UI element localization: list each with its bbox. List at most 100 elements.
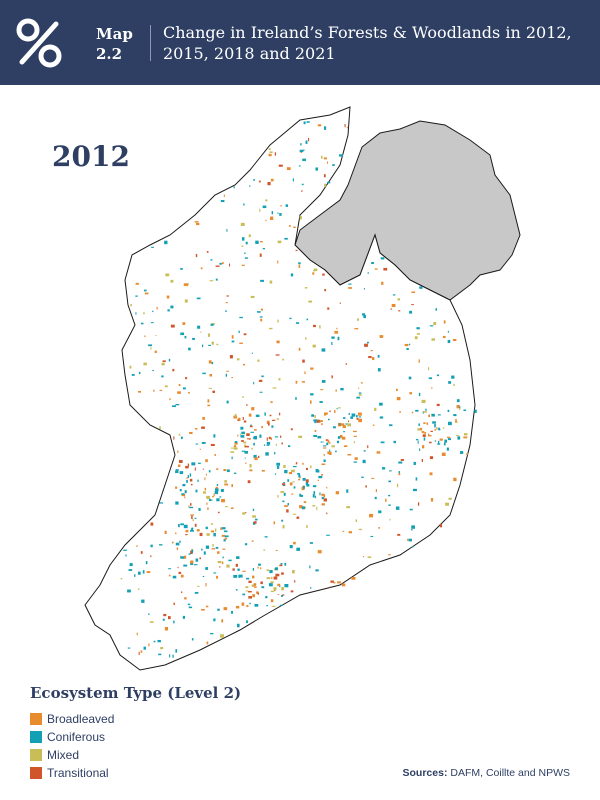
sources-label: Sources: <box>402 767 448 779</box>
legend-item-broadleaved: Broadleaved <box>30 710 114 728</box>
forest-patch <box>127 589 131 593</box>
forest-patch <box>442 427 445 429</box>
forest-patch <box>298 262 301 265</box>
forest-patch <box>213 572 217 574</box>
forest-patch <box>251 407 255 411</box>
forest-patch <box>254 603 259 607</box>
forest-patch <box>371 261 374 264</box>
forest-patch <box>375 489 377 493</box>
forest-patch <box>210 259 213 261</box>
forest-patch <box>194 428 198 430</box>
forest-patch <box>215 546 219 549</box>
forest-patch <box>143 362 147 366</box>
forest-patch <box>358 394 362 396</box>
forest-patch <box>320 389 324 391</box>
forest-patch <box>252 508 255 512</box>
forest-patch <box>453 383 455 386</box>
forest-patch <box>323 498 327 502</box>
forest-patch <box>433 322 437 326</box>
forest-patch <box>181 493 186 497</box>
forest-patch <box>343 431 346 433</box>
forest-patch <box>242 593 246 596</box>
forest-patch <box>315 468 319 473</box>
forest-patch <box>194 221 199 223</box>
forest-patch <box>415 439 419 441</box>
forest-patch <box>205 582 207 587</box>
forest-patch <box>182 387 186 390</box>
forest-patch <box>215 486 219 489</box>
forest-patch <box>216 484 219 486</box>
forest-patch <box>273 521 276 525</box>
forest-patch <box>293 226 296 228</box>
forest-patch <box>336 440 340 444</box>
forest-patch <box>205 459 208 463</box>
forest-patch <box>248 596 253 599</box>
forest-patch <box>436 427 438 430</box>
forest-patch <box>278 378 281 381</box>
forest-patch <box>396 483 399 488</box>
forest-patch <box>400 458 404 461</box>
forest-patch <box>434 428 436 431</box>
forest-patch <box>329 441 331 444</box>
forest-patch <box>261 586 265 589</box>
forest-patch <box>169 654 171 658</box>
forest-patch <box>215 488 219 492</box>
forest-patch <box>207 399 210 403</box>
forest-patch <box>381 467 386 470</box>
forest-patch <box>291 469 295 473</box>
forest-patch <box>163 613 167 617</box>
forest-patch <box>270 401 273 403</box>
forest-patch <box>324 412 328 415</box>
forest-patch <box>241 237 245 241</box>
forest-patch <box>447 339 451 344</box>
forest-patch <box>335 491 340 495</box>
forest-patch <box>223 530 228 533</box>
forest-patch <box>205 473 207 476</box>
forest-patch <box>355 519 358 522</box>
forest-patch <box>164 530 167 534</box>
forest-patch <box>210 323 214 326</box>
forest-patch <box>224 537 227 540</box>
forest-patch <box>258 455 260 459</box>
forest-patch <box>280 435 282 438</box>
forest-patch <box>321 503 325 506</box>
forest-patch <box>328 418 330 421</box>
forest-patch <box>296 547 301 551</box>
forest-patch <box>310 367 314 370</box>
forest-patch <box>129 563 133 567</box>
forest-patch <box>326 442 329 446</box>
forest-patch <box>233 186 235 189</box>
forest-patch <box>420 427 423 431</box>
forest-patch <box>282 484 286 487</box>
forest-patch <box>182 483 186 487</box>
forest-patch <box>337 336 340 341</box>
forest-patch <box>408 538 412 542</box>
legend-label: Broadleaved <box>47 712 115 726</box>
forest-patch <box>434 423 436 428</box>
forest-patch <box>189 530 194 532</box>
forest-patch <box>295 322 300 324</box>
forest-patch <box>274 567 278 571</box>
forest-patch <box>371 477 375 479</box>
forest-patch <box>253 435 257 440</box>
forest-patch <box>298 347 301 351</box>
forest-patch <box>415 477 418 481</box>
forest-patch <box>302 477 306 481</box>
forest-patch <box>411 304 414 306</box>
forest-patch <box>242 512 246 515</box>
forest-patch <box>281 594 285 596</box>
forest-patch <box>248 413 252 417</box>
forest-patch <box>396 396 401 401</box>
forest-patch <box>299 149 304 153</box>
forest-patch <box>129 365 132 369</box>
forest-patch <box>140 551 143 554</box>
forest-patch <box>242 396 244 398</box>
forest-patch <box>268 153 272 157</box>
forest-patch <box>285 204 288 207</box>
forest-patch <box>138 391 142 393</box>
forest-patch <box>290 428 293 431</box>
forest-patch <box>173 620 175 624</box>
forest-patch <box>398 310 401 312</box>
forest-patch <box>212 543 214 547</box>
forest-patch <box>142 570 145 574</box>
